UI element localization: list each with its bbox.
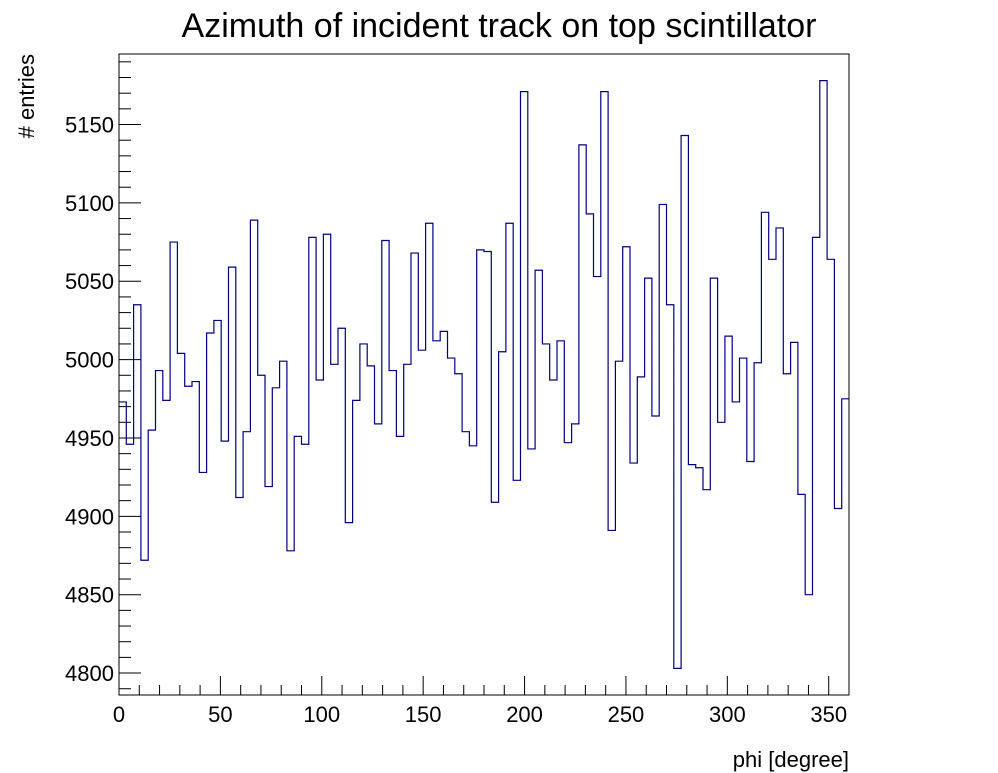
chart-title: Azimuth of incident track on top scintil…: [182, 7, 817, 45]
y-tick-label: 4900: [65, 504, 114, 529]
y-tick-label: 4800: [65, 661, 114, 686]
x-tick-label: 300: [709, 702, 746, 727]
y-tick-label: 4950: [65, 426, 114, 451]
y-tick-label: 5150: [65, 113, 114, 138]
y-tick-label: 5050: [65, 269, 114, 294]
x-tick-label: 0: [113, 702, 125, 727]
x-tick-label: 100: [303, 702, 340, 727]
x-axis-label: phi [degree]: [733, 747, 849, 772]
x-tick-label: 50: [208, 702, 232, 727]
x-tick-label: 200: [506, 702, 543, 727]
x-tick-label: 250: [608, 702, 645, 727]
y-axis: 4800 4850 4900 4950 5000 5050 5100 5150: [65, 61, 141, 690]
y-tick-label: 5100: [65, 191, 114, 216]
y-tick-label: 4850: [65, 583, 114, 608]
x-axis: 0 50 100 150 200 250 300 350: [113, 676, 850, 727]
x-tick-label: 150: [405, 702, 442, 727]
x-tick-label: 350: [810, 702, 847, 727]
y-axis-label: # entries: [14, 54, 39, 138]
y-tick-label: 5000: [65, 348, 114, 373]
histogram-line: [119, 80, 849, 669]
